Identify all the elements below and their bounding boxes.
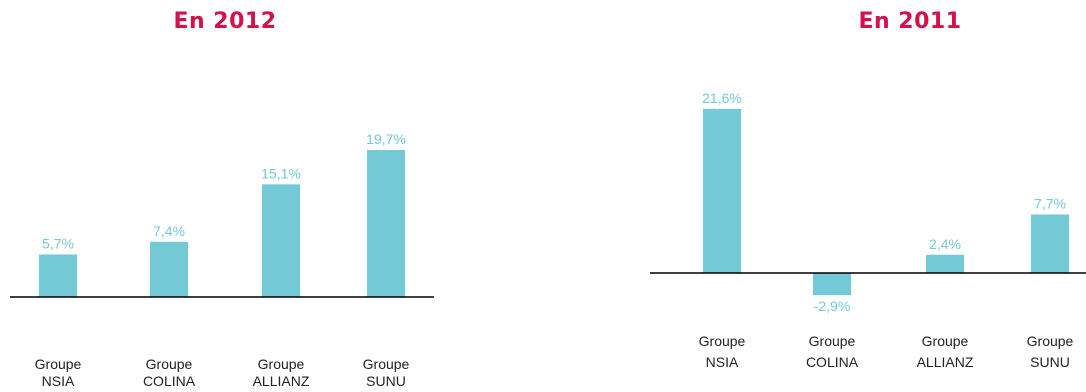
chart-2011-plot: 21,6% Groupe NSIA -2,9% Groupe COLINA 2,4% Grou… [650,90,1086,370]
category-label: ALLIANZ [917,354,974,370]
category-label: Groupe [258,356,305,372]
chart-2012-plot: 5,7%GroupeNSIA7,4%GroupeCOLINA15,1%Group… [10,131,434,389]
category-label: SUNU [1030,354,1070,370]
data-label: 15,1% [261,165,301,181]
data-label: 21,6% [702,90,742,106]
category-label: Groupe [363,356,410,372]
bar [150,241,188,297]
data-label: 19,7% [366,131,406,147]
bar [926,254,964,273]
bar [1031,214,1069,273]
category-label: Groupe [809,333,856,349]
category-label: COLINA [143,373,196,389]
category-label: Groupe [699,333,746,349]
chart-2011: En 2011 21,6% Groupe NSIA -2,9% Groupe COLINA… [650,0,1086,392]
data-label: -2,9% [814,298,851,314]
bar [262,184,300,297]
category-label: ALLIANZ [253,373,310,389]
category-label: NSIA [706,354,739,370]
category-label: Groupe [35,356,82,372]
bar [813,273,851,296]
data-label: 7,4% [153,223,185,239]
chart-2012: En 2012 5,7% Groupe NSIA 7,4% Groupe COLINA 15… [0,0,450,392]
category-label: COLINA [806,354,859,370]
category-label: Groupe [1027,333,1074,349]
bar [367,150,405,297]
data-label: 2,4% [929,236,961,252]
data-label: 7,7% [1034,195,1066,211]
category-label: Groupe [146,356,193,372]
bar [39,254,77,297]
category-label: NSIA [42,373,75,389]
chart-title: En 2011 [858,9,962,34]
data-label: 5,7% [42,235,74,251]
category-label: SUNU [366,373,406,389]
category-label: Groupe [922,333,969,349]
bar [703,108,741,273]
chart-title: En 2012 [173,9,277,34]
